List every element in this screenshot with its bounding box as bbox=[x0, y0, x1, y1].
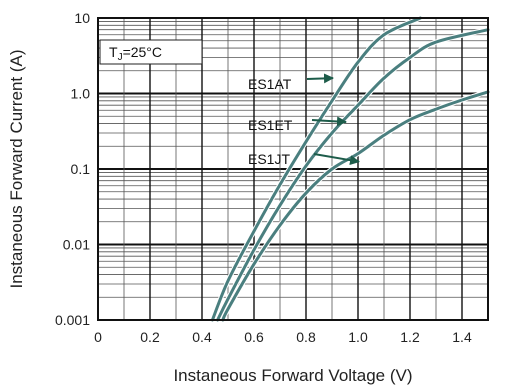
x-tick-label: 1.2 bbox=[400, 329, 420, 345]
temperature-condition-label: TJ=25°C bbox=[109, 44, 162, 63]
series-arrow-es1at bbox=[306, 73, 334, 84]
series-group bbox=[210, 15, 490, 322]
series-line-es1jt bbox=[221, 90, 490, 322]
x-tick-label: 0.8 bbox=[296, 329, 316, 345]
y-tick-label: 0.01 bbox=[63, 237, 90, 253]
x-tick-label: 0.2 bbox=[140, 329, 160, 345]
series-line-es1et bbox=[216, 28, 490, 322]
x-tick-label: 0.4 bbox=[192, 329, 212, 345]
y-tick-label: 10 bbox=[74, 10, 90, 26]
x-tick-labels: 0 0.2 0.4 0.6 0.8 1.0 1.2 1.4 bbox=[94, 329, 472, 345]
series-label-es1at: ES1AT bbox=[248, 76, 292, 92]
series-label-es1jt: ES1JT bbox=[248, 151, 290, 167]
x-tick-label: 0.6 bbox=[244, 329, 264, 345]
y-tick-label: 0.1 bbox=[71, 161, 91, 177]
temperature-condition-box: TJ=25°C bbox=[99, 39, 203, 65]
series-line-es1at bbox=[210, 16, 422, 322]
y-tick-label: 0.001 bbox=[55, 312, 90, 328]
y-tick-labels: 0.001 0.01 0.1 1.0 10 bbox=[55, 10, 90, 328]
series-label-es1et: ES1ET bbox=[248, 117, 293, 133]
x-axis-label: Instaneous Forward Voltage (V) bbox=[173, 366, 412, 385]
y-tick-label: 1.0 bbox=[71, 86, 91, 102]
series-arrow-es1jt bbox=[313, 153, 360, 166]
x-tick-label: 1.0 bbox=[348, 329, 368, 345]
x-tick-label: 0 bbox=[94, 329, 102, 345]
plot-frame bbox=[97, 17, 489, 321]
condition-subscript: J bbox=[118, 52, 123, 63]
annotations: ES1AT ES1ET ES1JT bbox=[248, 73, 360, 167]
condition-suffix: =25°C bbox=[123, 44, 162, 60]
y-axis-label: Instaneous Forward Current (A) bbox=[7, 49, 26, 288]
condition-prefix: T bbox=[109, 44, 118, 60]
x-tick-label: 1.4 bbox=[452, 329, 472, 345]
series-arrow-es1et bbox=[311, 116, 347, 127]
